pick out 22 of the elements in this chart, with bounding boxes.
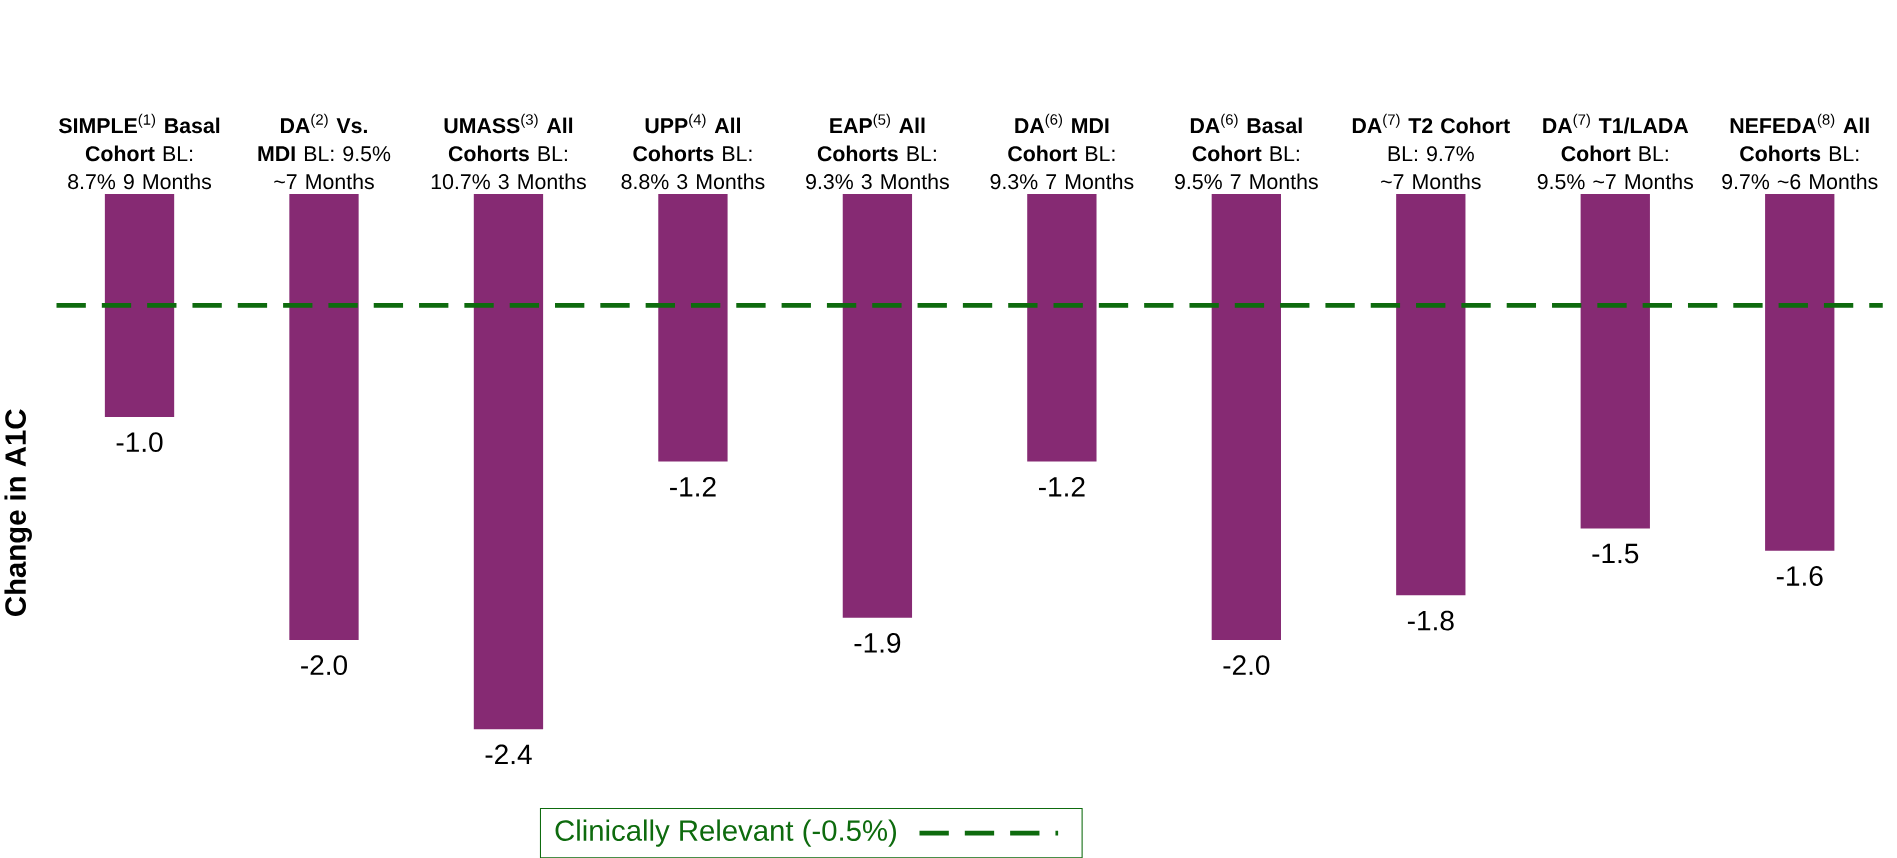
x-tick-label: DA$^{(6)}$ MDI Cohort BL: 9.3% 7 Months <box>990 113 1134 190</box>
x-tick-label: SIMPLE$^{(1)}$ Basal Cohort BL: 8.7% 9 Months <box>58 113 220 190</box>
x-tick-label: EAP$^{(5)}$ All Cohorts BL: 9.3% 3 Months <box>806 113 949 190</box>
data-label: -2.0 <box>301 655 348 676</box>
data-label: -2.4 <box>485 744 532 764</box>
data-label: -1.2 <box>1038 476 1085 497</box>
legend-label: Clinically Relevant (-0.5%) <box>555 819 896 847</box>
data-label: -2.0 <box>1223 655 1270 676</box>
x-tick-label: DA$^{(7)}$ T2 Cohort BL: 9.7% ~7 Months <box>1352 113 1510 190</box>
x-tick-label: UMASS$^{(3)}$ All Cohorts BL: 10.7% 3 Months <box>431 113 586 190</box>
data-label: -1.2 <box>670 476 716 497</box>
data-label: -1.0 <box>116 432 163 453</box>
data-label: -1.8 <box>1407 610 1454 631</box>
category-label: NEFEDA$^{(8)}$ All Cohorts BL: 9.7% ~6 Months <box>1722 113 1878 190</box>
data-label: -1.6 <box>1776 565 1823 586</box>
data-label: -1.5 <box>1592 543 1639 564</box>
x-tick-label: UPP$^{(4)}$ All Cohorts BL: 8.8% 3 Months <box>621 113 765 190</box>
x-tick-label: DA$^{(7)}$ T1/LADA Cohort BL: 9.5% ~7 Months <box>1537 113 1694 190</box>
y-axis-title: Change in A1C <box>4 409 32 616</box>
data-label: -1.9 <box>854 632 901 653</box>
category-label: DA$^{(2)}$ Vs. MDI BL: 9.5% ~7 Months <box>258 113 391 190</box>
x-tick-label: DA$^{(6)}$ Basal Cohort BL: 9.5% 7 Months <box>1175 113 1318 190</box>
